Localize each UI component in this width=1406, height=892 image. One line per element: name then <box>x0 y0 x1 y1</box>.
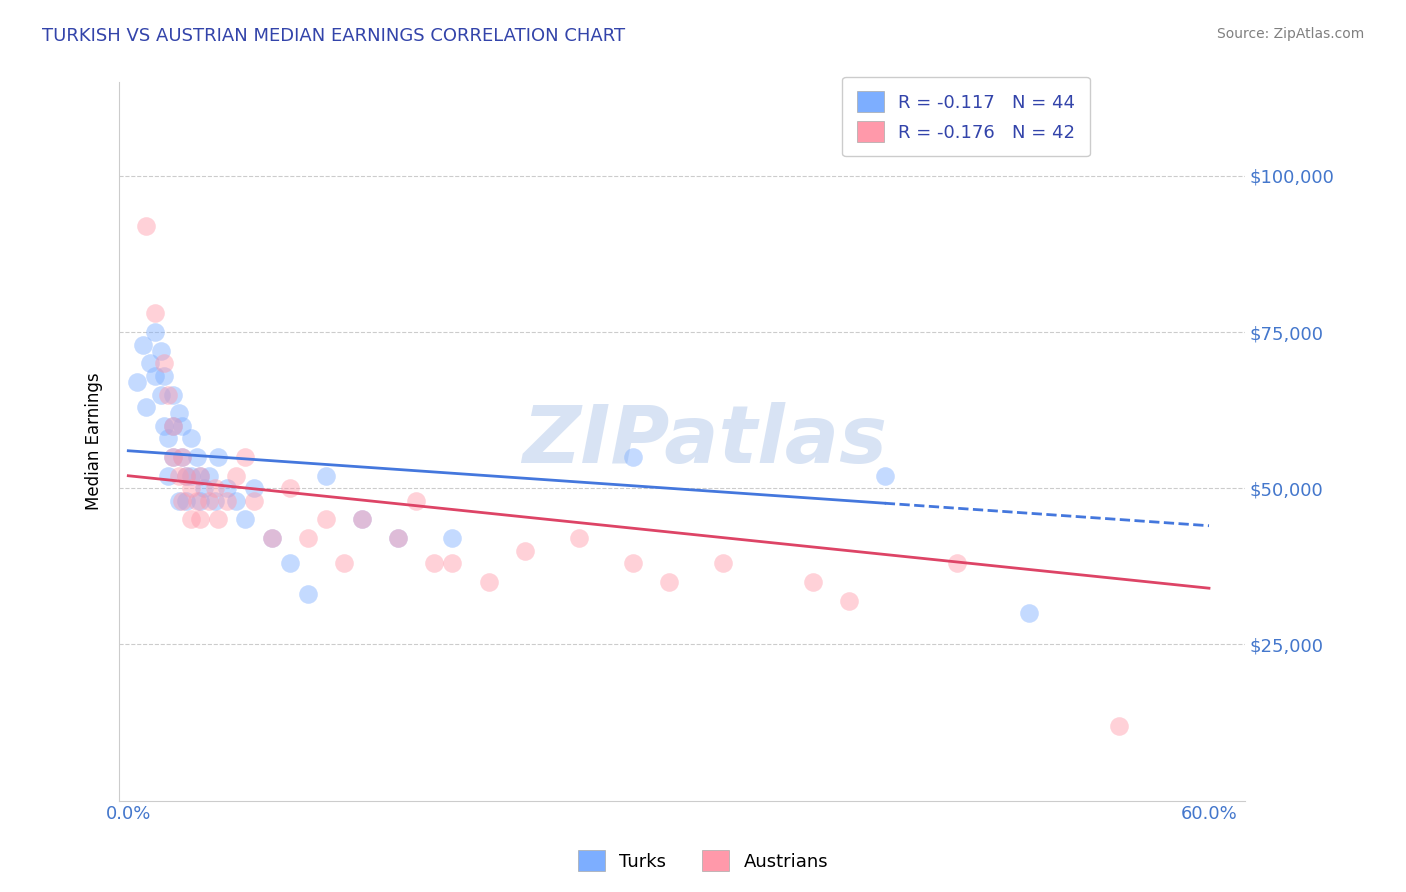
Point <box>180 431 202 445</box>
Point <box>262 531 284 545</box>
Point <box>143 306 166 320</box>
Point <box>235 512 257 526</box>
Point <box>174 493 197 508</box>
Point <box>172 418 194 433</box>
Point <box>225 493 247 508</box>
Point <box>315 468 337 483</box>
Point <box>621 556 644 570</box>
Point <box>156 431 179 445</box>
Point <box>1018 606 1040 620</box>
Point <box>243 481 266 495</box>
Text: ZIPatlas: ZIPatlas <box>522 402 887 481</box>
Point <box>262 531 284 545</box>
Point <box>387 531 409 545</box>
Point <box>174 468 197 483</box>
Point <box>180 512 202 526</box>
Point <box>838 593 860 607</box>
Point <box>143 368 166 383</box>
Point <box>172 450 194 464</box>
Point <box>297 531 319 545</box>
Point <box>127 375 149 389</box>
Point <box>162 450 184 464</box>
Point <box>198 493 221 508</box>
Point <box>149 387 172 401</box>
Point <box>143 325 166 339</box>
Point <box>387 531 409 545</box>
Point <box>441 556 464 570</box>
Point <box>441 531 464 545</box>
Point <box>217 493 239 508</box>
Point <box>297 587 319 601</box>
Point <box>162 418 184 433</box>
Point <box>204 493 226 508</box>
Point <box>946 556 969 570</box>
Point <box>188 493 211 508</box>
Point <box>172 493 194 508</box>
Point <box>1108 719 1130 733</box>
Point <box>315 512 337 526</box>
Legend: Turks, Austrians: Turks, Austrians <box>571 843 835 879</box>
Point <box>711 556 734 570</box>
Point <box>180 481 202 495</box>
Point <box>568 531 591 545</box>
Point <box>186 450 208 464</box>
Point <box>135 400 157 414</box>
Point <box>225 468 247 483</box>
Point <box>235 450 257 464</box>
Point <box>352 512 374 526</box>
Point <box>156 387 179 401</box>
Point <box>188 468 211 483</box>
Point <box>193 481 215 495</box>
Point <box>352 512 374 526</box>
Legend: R = -0.117   N = 44, R = -0.176   N = 42: R = -0.117 N = 44, R = -0.176 N = 42 <box>842 77 1090 156</box>
Point <box>139 356 162 370</box>
Point <box>167 493 190 508</box>
Point <box>207 450 229 464</box>
Point <box>172 450 194 464</box>
Point <box>513 543 536 558</box>
Point <box>131 337 153 351</box>
Point <box>188 468 211 483</box>
Point <box>658 574 681 589</box>
Y-axis label: Median Earnings: Median Earnings <box>86 373 103 510</box>
Point <box>162 418 184 433</box>
Point <box>405 493 427 508</box>
Text: Source: ZipAtlas.com: Source: ZipAtlas.com <box>1216 27 1364 41</box>
Point <box>162 387 184 401</box>
Point <box>174 468 197 483</box>
Point <box>167 406 190 420</box>
Point <box>477 574 499 589</box>
Point <box>333 556 356 570</box>
Point <box>207 512 229 526</box>
Point <box>156 468 179 483</box>
Point <box>188 512 211 526</box>
Point <box>217 481 239 495</box>
Point <box>801 574 824 589</box>
Point <box>198 468 221 483</box>
Point <box>162 450 184 464</box>
Point <box>149 343 172 358</box>
Point <box>153 418 176 433</box>
Point <box>243 493 266 508</box>
Point <box>167 468 190 483</box>
Point <box>180 468 202 483</box>
Point <box>153 368 176 383</box>
Point <box>153 356 176 370</box>
Point <box>873 468 896 483</box>
Point <box>423 556 446 570</box>
Point <box>186 493 208 508</box>
Text: TURKISH VS AUSTRIAN MEDIAN EARNINGS CORRELATION CHART: TURKISH VS AUSTRIAN MEDIAN EARNINGS CORR… <box>42 27 626 45</box>
Point <box>204 481 226 495</box>
Point <box>280 556 302 570</box>
Point <box>280 481 302 495</box>
Point <box>621 450 644 464</box>
Point <box>135 219 157 233</box>
